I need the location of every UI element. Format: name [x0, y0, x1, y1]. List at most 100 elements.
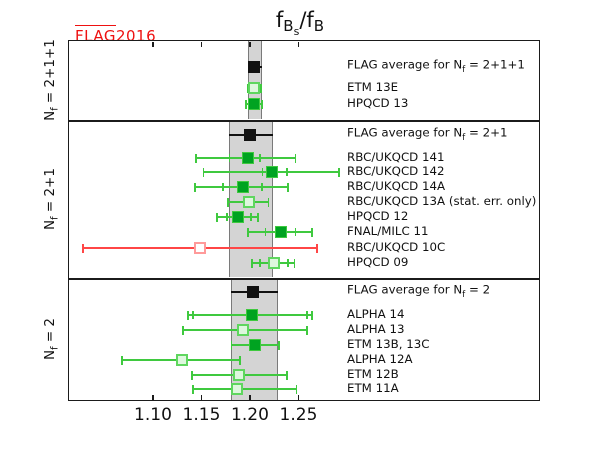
error-bar-cap — [193, 182, 196, 192]
title-sub-B2: B — [313, 17, 325, 35]
flag-average-marker — [247, 61, 260, 73]
x-axis-tick-label: 1.15 — [182, 405, 221, 425]
error-bar-cap — [295, 384, 298, 394]
error-bar-cap — [216, 212, 218, 222]
x-axis-tick-label: 1.25 — [279, 405, 318, 425]
data-point-marker — [268, 257, 281, 269]
inner-error-tick — [258, 154, 261, 162]
row-label: ETM 12B — [347, 367, 399, 382]
x-axis-tick-bottom — [200, 394, 203, 400]
title-f2: /f — [299, 8, 314, 32]
flag2016-badge: FLAG2016 — [75, 25, 157, 45]
row-label: RBC/UKQCD 13A (stat. err. only) — [347, 194, 537, 209]
error-bar-cap — [259, 83, 262, 93]
error-bar-cap — [294, 153, 297, 163]
error-bar-cap — [260, 99, 263, 109]
row-label: ETM 13E — [347, 80, 399, 95]
data-point-marker — [275, 226, 287, 238]
error-bar — [192, 388, 297, 390]
error-bar-cap — [121, 355, 123, 365]
data-point-marker — [247, 98, 260, 110]
x-axis-tick-top — [249, 41, 251, 47]
error-bar-cap — [239, 355, 242, 365]
error-bar-cap — [286, 182, 289, 192]
row-label: FLAG average for Nf = 2+1 — [347, 125, 508, 143]
inner-error-tick — [306, 311, 309, 319]
error-bar-cap — [194, 153, 197, 163]
data-point-marker — [247, 82, 260, 94]
flag-average-marker — [246, 286, 259, 298]
row-label: ALPHA 13 — [347, 322, 405, 337]
error-bar-cap — [182, 325, 184, 335]
error-bar-cap — [267, 197, 270, 207]
row-label: RBC/UKQCD 14A — [347, 179, 446, 194]
x-axis-tick-bottom — [297, 394, 300, 400]
error-bar-cap — [285, 370, 288, 380]
data-point-marker — [231, 383, 244, 395]
inner-error-tick — [286, 259, 289, 267]
error-bar-cap — [230, 340, 233, 350]
inner-error-tick — [221, 183, 224, 191]
row-label: FLAG average for Nf = 2+1+1 — [347, 57, 525, 75]
x-axis-tick-label: 1.20 — [231, 405, 269, 425]
row-label: HPQCD 13 — [347, 96, 409, 111]
error-bar-cap — [190, 370, 193, 380]
row-label: RBC/UKQCD 142 — [347, 164, 445, 179]
error-bar-cap — [191, 384, 194, 394]
error-bar-cap — [82, 243, 85, 253]
data-point-marker — [248, 339, 261, 351]
error-bar-cap — [338, 167, 341, 177]
section-label: Nf = 2+1+1 — [41, 39, 61, 121]
data-point-marker — [243, 196, 255, 208]
section-label: Nf = 2 — [41, 317, 61, 361]
data-point-marker — [233, 369, 246, 381]
error-bar-cap — [278, 340, 280, 350]
row-label: HPQCD 09 — [347, 255, 409, 270]
error-bar-cap — [251, 258, 253, 268]
flag-badge-name: FLAG — [75, 25, 116, 45]
row-label: ALPHA 14 — [347, 307, 405, 322]
title-subsub-s: s — [293, 25, 300, 38]
section-divider — [68, 278, 540, 280]
data-point-marker — [176, 354, 189, 366]
data-point-marker — [237, 181, 250, 193]
inner-error-tick — [260, 183, 263, 191]
flag-badge-year: 2016 — [115, 27, 157, 45]
data-point-marker — [266, 166, 279, 178]
inner-error-tick — [261, 168, 264, 176]
chart-title: fBs/fB — [0, 8, 600, 38]
x-axis-tick-bottom — [249, 394, 251, 400]
section-divider — [68, 120, 540, 122]
row-label: HPQCD 12 — [347, 209, 409, 224]
section-label: Nf = 2+1 — [41, 168, 61, 230]
x-axis-tick-top — [297, 41, 300, 47]
row-label: ETM 13B, 13C — [347, 337, 430, 352]
error-bar-cap — [226, 197, 229, 207]
row-label: FNAL/MILC 11 — [347, 224, 429, 239]
data-point-marker — [242, 152, 255, 164]
data-point-marker — [232, 211, 245, 223]
error-bar-cap — [247, 227, 249, 237]
x-axis-tick-top — [152, 41, 154, 47]
error-bar-cap — [186, 310, 189, 320]
row-label: RBC/UKQCD 10C — [347, 240, 446, 255]
title-f1: f — [275, 8, 284, 32]
x-axis-tick-bottom — [152, 394, 154, 400]
x-axis-tick-label: 1.10 — [134, 405, 172, 425]
error-bar-cap — [256, 212, 259, 222]
inner-error-tick — [250, 213, 252, 221]
row-label: ALPHA 12A — [347, 352, 413, 367]
inner-error-tick — [264, 228, 267, 236]
flag-average-marker — [243, 129, 256, 141]
error-bar-cap — [306, 325, 309, 335]
error-bar-cap — [245, 99, 247, 109]
error-bar-cap — [316, 243, 318, 253]
title-sub-B1: B — [283, 17, 294, 35]
row-label: ETM 11A — [347, 381, 399, 396]
data-point-marker — [193, 242, 206, 254]
inner-error-tick — [225, 213, 228, 221]
error-bar-cap — [293, 258, 296, 268]
inner-error-tick — [228, 154, 231, 162]
x-axis-tick-top — [200, 41, 203, 47]
